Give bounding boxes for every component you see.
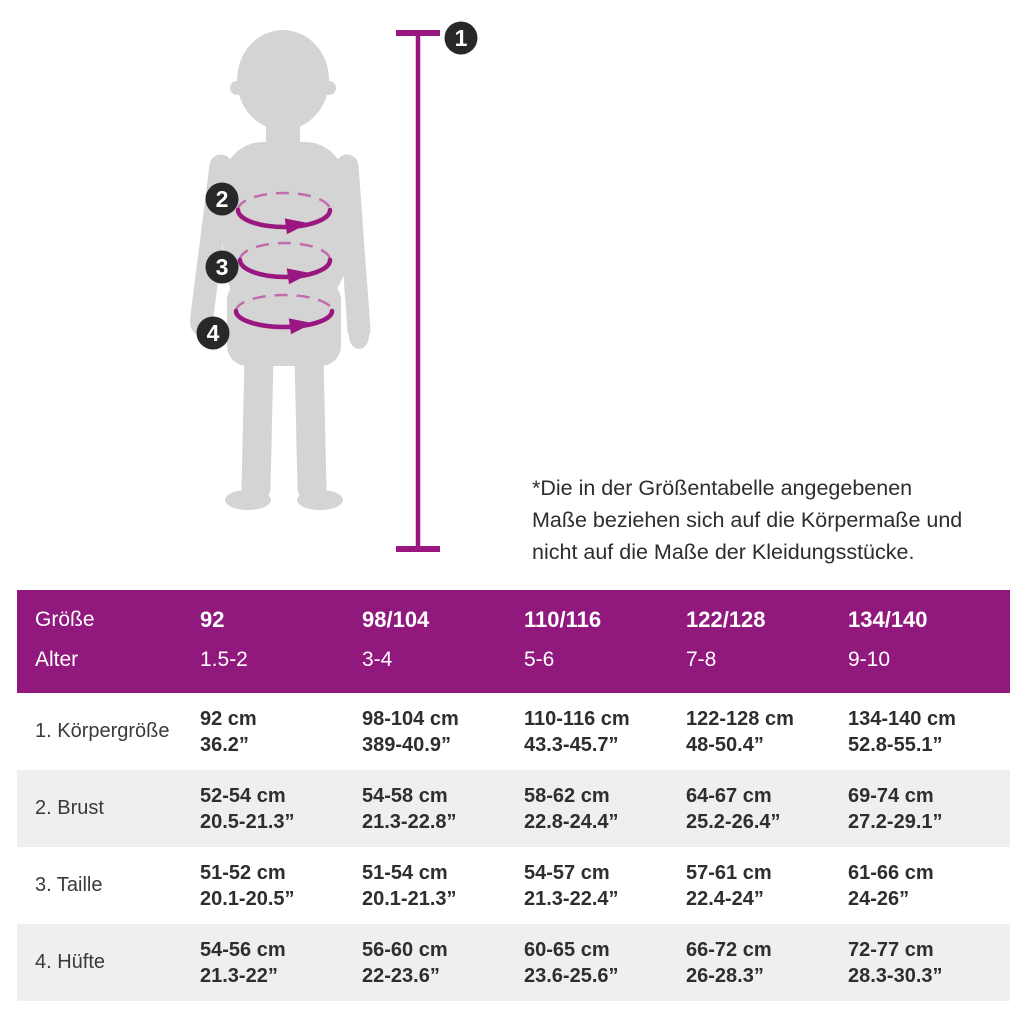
row-label: 4. Hüfte <box>35 951 106 973</box>
value-cell: 52-54 cm 20.5-21.3” <box>200 784 295 833</box>
marker-1-number: 1 <box>455 25 468 51</box>
size-col-4: 122/128 <box>686 607 766 632</box>
value-cell: 58-62 cm 22.8-24.4” <box>524 784 619 833</box>
age-col-1: 1.5-2 <box>200 648 248 671</box>
child-measurement-illustration: 1 2 3 4 <box>190 21 478 552</box>
value-cell: 60-65 cm 23.6-25.6” <box>524 938 619 987</box>
measurement-diagram: 1 2 3 4 <box>190 21 478 552</box>
value-cell: 92 cm 36.2” <box>200 707 257 756</box>
age-col-5: 9-10 <box>848 648 891 671</box>
table-row-huefte: 4. Hüfte 54-56 cm 21.3-22” 56-60 cm 22-23.… <box>17 924 1010 1001</box>
value-cell: 134-140 cm 52.8-55.1” <box>848 707 956 756</box>
size-col-1: 92 <box>200 607 225 632</box>
value-cell: 56-60 cm 22-23.6” <box>362 938 448 987</box>
age-row-label: Alter <box>35 648 79 671</box>
size-col-2: 98/104 <box>362 607 430 632</box>
footnote-line-1: *Die in der Größentabelle angegebenen <box>532 476 913 500</box>
value-cell: 54-57 cm 21.3-22.4” <box>524 861 619 910</box>
table-row-koerpergroesse: 1. Körpergröße 92 cm 36.2” 98-104 cm 389-4… <box>17 693 1010 770</box>
value-cell: 51-54 cm 20.1-21.3” <box>362 861 457 910</box>
hip-measure-ring <box>233 293 335 335</box>
row-label: 3. Taille <box>35 874 103 896</box>
value-cell: 57-61 cm 22.4-24” <box>686 861 772 910</box>
age-col-2: 3-4 <box>362 648 393 671</box>
size-header-row: Größe 92 98/104 110/116 122/128 134/140 <box>17 607 1010 633</box>
row-label: 2. Brust <box>35 797 104 819</box>
row-label: 1. Körpergröße <box>35 720 170 742</box>
marker-4-number: 4 <box>207 320 220 346</box>
size-col-5: 134/140 <box>848 607 928 632</box>
value-cell: 54-56 cm 21.3-22” <box>200 938 286 987</box>
size-table-header: Größe 92 98/104 110/116 122/128 134/140 … <box>17 590 1010 693</box>
size-table: Größe 92 98/104 110/116 122/128 134/140 … <box>17 590 1010 1001</box>
marker-3-waist: 3 <box>205 250 239 284</box>
value-cell: 72-77 cm 28.3-30.3” <box>848 938 943 987</box>
marker-3-number: 3 <box>216 254 229 280</box>
waist-measure-ring <box>237 241 333 285</box>
size-col-3: 110/116 <box>524 607 602 632</box>
marker-1-height: 1 <box>444 21 478 55</box>
age-col-4: 7-8 <box>686 648 717 671</box>
footnote-line-2: Maße beziehen sich auf die Körpermaße un… <box>532 508 963 532</box>
footnote-line-3: nicht auf die Maße der Kleidungsstücke. <box>532 540 915 564</box>
value-cell: 122-128 cm 48-50.4” <box>686 707 794 756</box>
value-cell: 69-74 cm 27.2-29.1” <box>848 784 943 833</box>
age-header-row: Alter 1.5-2 3-4 5-6 7-8 9-10 <box>17 648 1010 672</box>
value-cell: 110-116 cm 43.3-45.7” <box>524 707 630 756</box>
marker-4-hip: 4 <box>196 316 230 350</box>
marker-2-chest: 2 <box>205 182 239 216</box>
marker-2-number: 2 <box>216 186 229 212</box>
chest-measure-ring <box>235 191 333 235</box>
size-chart-footnote: *Die in der Größentabelle angegebenen Ma… <box>532 472 1002 568</box>
height-measure-line <box>396 30 440 552</box>
value-cell: 66-72 cm 26-28.3” <box>686 938 772 987</box>
value-cell: 98-104 cm 389-40.9” <box>362 707 459 756</box>
value-cell: 51-52 cm 20.1-20.5” <box>200 861 295 910</box>
size-row-label: Größe <box>35 608 95 631</box>
table-row-taille: 3. Taille 51-52 cm 20.1-20.5” 51-54 cm 20.… <box>17 847 1010 924</box>
child-silhouette <box>190 30 371 510</box>
value-cell: 64-67 cm 25.2-26.4” <box>686 784 781 833</box>
age-col-3: 5-6 <box>524 648 555 671</box>
table-row-brust: 2. Brust 52-54 cm 20.5-21.3” 54-58 cm 21.3… <box>17 770 1010 847</box>
value-cell: 61-66 cm 24-26” <box>848 861 934 910</box>
value-cell: 54-58 cm 21.3-22.8” <box>362 784 457 833</box>
